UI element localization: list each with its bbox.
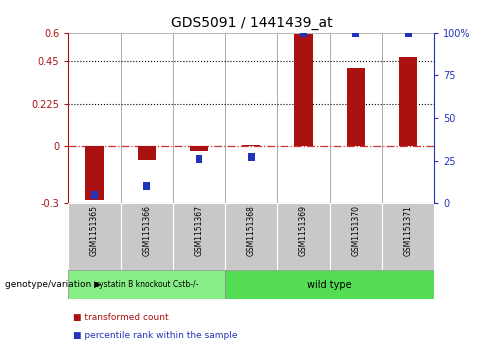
Bar: [68, 33, 121, 203]
Bar: [294, 34, 313, 146]
Title: GDS5091 / 1441439_at: GDS5091 / 1441439_at: [170, 16, 332, 30]
Bar: [347, 68, 365, 146]
Bar: [138, 146, 156, 160]
Bar: [399, 57, 417, 146]
Text: GSM1151369: GSM1151369: [299, 205, 308, 256]
Bar: [382, 33, 434, 203]
Bar: [173, 203, 225, 270]
Bar: [382, 203, 434, 270]
Bar: [121, 203, 173, 270]
Text: cystatin B knockout Cstb-/-: cystatin B knockout Cstb-/-: [95, 281, 199, 289]
Text: GSM1151371: GSM1151371: [404, 205, 413, 256]
Bar: [196, 155, 203, 163]
Bar: [330, 203, 382, 270]
Bar: [91, 191, 98, 199]
Bar: [173, 33, 225, 203]
Bar: [278, 203, 330, 270]
Bar: [225, 33, 278, 203]
Bar: [68, 203, 121, 270]
Bar: [121, 33, 173, 203]
Bar: [330, 33, 382, 203]
Text: genotype/variation ▶: genotype/variation ▶: [5, 281, 101, 289]
Text: GSM1151365: GSM1151365: [90, 205, 99, 256]
Bar: [85, 146, 103, 200]
Bar: [405, 29, 411, 37]
Bar: [225, 270, 434, 299]
Text: ■ transformed count: ■ transformed count: [73, 313, 169, 322]
Text: ■ percentile rank within the sample: ■ percentile rank within the sample: [73, 331, 238, 340]
Text: GSM1151367: GSM1151367: [195, 205, 203, 256]
Bar: [278, 33, 330, 203]
Text: GSM1151366: GSM1151366: [142, 205, 151, 256]
Text: wild type: wild type: [307, 280, 352, 290]
Bar: [352, 29, 359, 37]
Bar: [300, 29, 307, 37]
Bar: [242, 144, 261, 146]
Text: GSM1151368: GSM1151368: [247, 205, 256, 256]
Bar: [248, 154, 255, 161]
Bar: [68, 270, 225, 299]
Text: GSM1151370: GSM1151370: [351, 205, 361, 256]
Bar: [190, 146, 208, 151]
Bar: [143, 182, 150, 190]
Bar: [225, 203, 278, 270]
